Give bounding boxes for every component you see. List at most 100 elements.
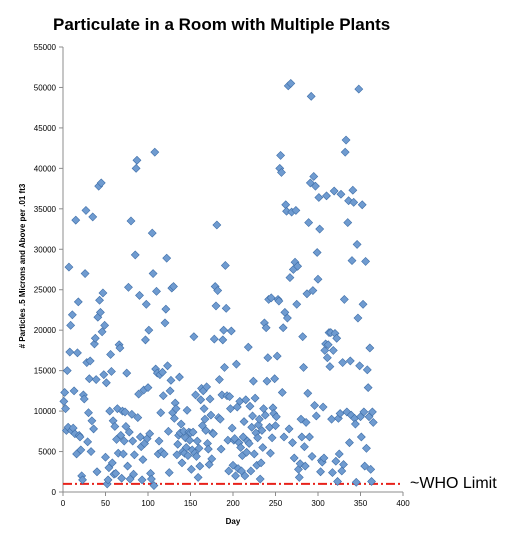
data-point [279,432,289,442]
data-point [211,301,221,311]
data-point [332,333,342,343]
data-point [66,320,76,330]
data-point [329,186,339,196]
y-tick-label: 15000 [34,367,57,376]
data-point [196,395,206,405]
data-point [132,155,142,165]
data-point [281,200,291,210]
data-point [202,382,212,392]
data-point [345,356,355,366]
data-point [99,370,109,380]
data-point [362,365,372,375]
y-axis-ticks: 0 5000 10000 15000 20000 25000 30000 35000 40000… [34,43,63,497]
x-tick-label: 350 [354,499,368,508]
data-point [166,375,176,385]
data-point [73,297,83,307]
data-point [277,167,286,177]
data-point [358,299,368,309]
data-point [325,362,335,372]
data-point [146,474,156,484]
data-point [305,432,314,442]
data-point [284,424,294,434]
data-point [183,451,193,461]
data-point [96,178,106,188]
data-point [339,295,349,304]
data-point [227,423,237,433]
data-point [239,417,249,427]
data-point [224,466,234,476]
data-point [253,433,263,443]
data-point [88,212,98,222]
data-point [81,206,91,215]
data-point [106,350,116,359]
data-point [327,414,337,424]
data-points [59,78,378,490]
data-point [316,467,325,477]
x-tick-label: 150 [184,499,198,508]
data-point [231,359,241,369]
data-point [100,320,110,330]
data-point [97,327,107,337]
data-point [154,436,164,446]
y-tick-label: 50000 [34,83,57,92]
data-point [242,447,252,457]
data-point [225,392,235,401]
data-point [95,307,105,317]
data-point [285,273,295,283]
data-point [360,461,370,471]
y-tick-label: 40000 [34,164,57,173]
data-point [161,304,171,314]
data-point [116,430,126,440]
data-point [220,362,229,372]
data-point [299,442,309,452]
data-point [172,450,182,460]
data-point [331,456,341,466]
data-point [259,404,269,414]
data-point [111,468,121,478]
data-point [65,347,75,357]
data-point [137,475,147,485]
data-point [265,448,275,458]
data-point [129,450,139,460]
data-point [91,375,101,384]
data-point [301,417,311,427]
data-point [248,411,257,421]
data-point [288,438,297,448]
y-axis-label: # Particles .5 Microns and Above per .01… [18,183,27,348]
data-point [320,345,330,355]
data-point [200,414,210,424]
data-point [367,477,376,486]
data-point [107,458,117,468]
data-point [71,215,81,225]
data-point [350,419,360,429]
data-point [128,436,138,446]
data-point [236,443,246,452]
data-point [314,193,324,202]
data-point [361,256,371,266]
data-point [362,443,371,453]
who-limit-annotation: ~WHO Limit [410,475,497,492]
data-point [213,286,223,295]
data-point [169,413,179,423]
data-point [359,407,369,417]
data-point [221,303,231,313]
x-tick-label: 50 [101,499,110,508]
data-point [152,286,161,296]
data-point [353,313,363,323]
data-point [141,335,150,345]
data-point [291,206,301,215]
data-point [366,464,376,474]
data-point [169,282,178,291]
data-point [276,150,286,160]
data-point [67,310,77,320]
data-point [101,452,110,462]
data-point [135,432,145,442]
x-tick-label: 300 [311,499,325,508]
data-point [363,383,373,393]
data-point [86,447,96,456]
data-point [304,218,314,227]
data-point [367,407,377,417]
y-tick-label: 30000 [34,245,57,254]
chart-title: Particulate in a Room with Multiple Plan… [53,15,390,34]
data-point [75,432,85,442]
